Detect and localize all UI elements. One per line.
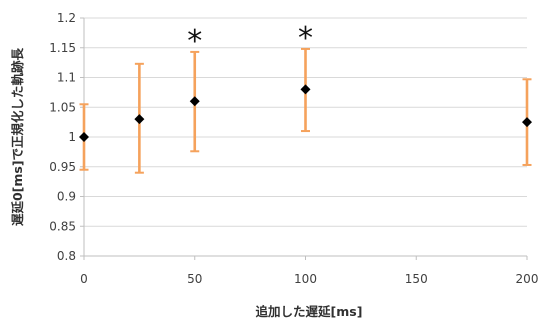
significance-annotations: * * (187, 21, 313, 59)
y-tick-label: 1.05 (49, 100, 76, 114)
y-tick-label: 0.95 (49, 160, 76, 174)
y-tick-label: 0.8 (57, 249, 76, 263)
x-tick-label: 100 (294, 272, 317, 286)
y-tick-label: 1.15 (49, 41, 76, 55)
x-tick-label: 0 (80, 272, 88, 286)
y-tick-label: 0.85 (49, 219, 76, 233)
x-tick-label: 150 (405, 272, 428, 286)
significance-asterisk: * (298, 21, 313, 56)
data-markers (79, 84, 532, 142)
significance-asterisk: * (187, 24, 202, 59)
x-tick-label: 200 (516, 272, 539, 286)
x-tick-label: 50 (187, 272, 202, 286)
data-point (300, 84, 311, 95)
y-tick-label: 0.9 (57, 190, 76, 204)
y-tick-labels: 0.8 0.85 0.9 0.95 1 1.05 1.1 1.15 1.2 (49, 11, 76, 263)
y-tick-label: 1.2 (57, 11, 76, 25)
x-tick-labels: 0 50 100 150 200 (80, 272, 538, 286)
x-axis-title: 追加した遅延[ms] (256, 304, 363, 319)
y-axis-title: 遅延0[ms]で正規化した軌跡長 (10, 47, 25, 226)
data-point (189, 96, 200, 107)
y-tick-label: 1.1 (57, 71, 76, 85)
data-point (522, 117, 532, 128)
y-tick-label: 1 (68, 130, 76, 144)
data-point (134, 114, 145, 125)
error-bars (79, 47, 532, 174)
data-point (79, 132, 89, 142)
